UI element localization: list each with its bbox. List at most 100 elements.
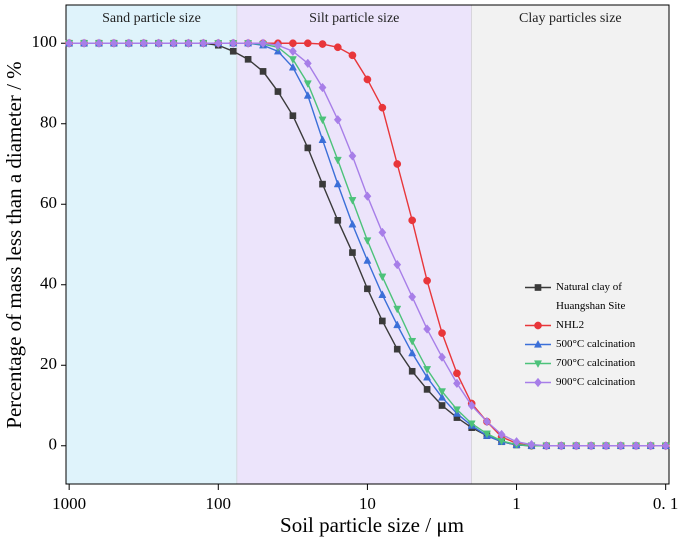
marker — [378, 273, 387, 282]
y-tick-label: 0 — [49, 435, 58, 454]
y-tick-label: 60 — [40, 193, 57, 212]
marker — [303, 58, 312, 69]
region-label: Clay particles size — [519, 11, 622, 26]
marker — [438, 352, 446, 362]
legend-label: 500°C calcination — [556, 338, 636, 350]
x-tick-label: 0. 1 — [653, 494, 679, 513]
legend-swatch — [525, 377, 551, 388]
marker — [408, 216, 417, 225]
legend-item: Natural clay of Huangshan Site — [522, 278, 662, 316]
marker — [408, 367, 416, 375]
marker — [534, 321, 542, 330]
marker — [274, 40, 282, 50]
x-axis-title: Soil particle size / μm — [280, 513, 464, 537]
marker — [333, 179, 342, 188]
marker — [497, 429, 506, 440]
marker — [408, 292, 417, 302]
marker — [364, 285, 371, 293]
marker — [482, 416, 491, 427]
marker — [572, 441, 581, 451]
region-label: Sand particle size — [102, 11, 201, 26]
marker — [259, 68, 267, 75]
marker — [602, 441, 611, 451]
marker — [423, 324, 432, 334]
marker — [214, 38, 223, 48]
marker — [423, 276, 431, 285]
marker — [333, 156, 342, 165]
marker — [363, 75, 372, 84]
marker — [288, 62, 297, 71]
marker — [109, 38, 118, 48]
legend-swatch — [525, 321, 551, 330]
marker — [379, 317, 386, 325]
marker — [244, 38, 253, 48]
marker — [534, 284, 542, 291]
marker — [303, 91, 312, 99]
marker — [154, 38, 163, 48]
region-label: Silt particle size — [309, 11, 399, 26]
marker — [661, 441, 670, 451]
marker — [139, 38, 148, 48]
y-tick-label: 80 — [40, 113, 57, 132]
legend-item: NHL2 — [522, 316, 662, 335]
legend-item: 700°C calcination — [522, 354, 662, 373]
marker — [378, 103, 387, 112]
marker — [80, 38, 89, 48]
marker — [363, 237, 372, 245]
legend: Natural clay of Huangshan Site NHL2 500°C … — [522, 278, 662, 392]
marker — [408, 337, 417, 346]
y-axis-title: Percentage of mass less than a diameter … — [2, 61, 26, 428]
marker — [363, 256, 372, 264]
legend-label: NHL2 — [556, 319, 585, 331]
marker — [349, 249, 356, 256]
marker — [169, 38, 178, 48]
region — [65, 4, 238, 485]
marker — [533, 360, 543, 368]
marker — [318, 135, 327, 143]
marker — [378, 290, 387, 298]
marker — [259, 38, 267, 48]
marker — [319, 180, 326, 188]
marker — [393, 259, 402, 270]
marker — [452, 406, 461, 415]
marker — [408, 348, 417, 357]
marker — [587, 441, 596, 451]
marker — [438, 392, 447, 401]
region — [236, 4, 472, 485]
marker — [393, 320, 402, 329]
marker — [318, 40, 327, 48]
marker — [438, 402, 446, 409]
marker — [533, 340, 543, 348]
marker — [199, 38, 208, 48]
y-tick-label: 40 — [40, 274, 57, 293]
marker — [363, 191, 372, 201]
legend-item: 900°C calcination — [522, 373, 662, 392]
marker — [534, 377, 542, 388]
marker — [393, 305, 402, 314]
marker — [348, 219, 357, 228]
marker — [334, 217, 342, 224]
y-tick-label: 100 — [32, 32, 58, 51]
x-tick-label: 1 — [512, 494, 521, 513]
marker — [542, 441, 551, 451]
marker — [289, 39, 297, 48]
y-tick-label: 20 — [40, 354, 57, 373]
marker — [467, 420, 476, 429]
legend-label: 900°C calcination — [556, 376, 636, 388]
marker — [453, 378, 461, 389]
marker — [303, 39, 312, 48]
marker — [333, 43, 342, 52]
marker — [393, 160, 402, 168]
marker — [348, 151, 357, 161]
marker — [229, 47, 237, 55]
marker — [184, 38, 193, 48]
marker — [304, 144, 312, 152]
marker — [288, 46, 297, 57]
marker — [393, 345, 401, 353]
marker — [318, 82, 327, 93]
marker — [423, 366, 432, 374]
x-tick-label: 100 — [206, 494, 232, 513]
legend-swatch — [525, 340, 551, 348]
